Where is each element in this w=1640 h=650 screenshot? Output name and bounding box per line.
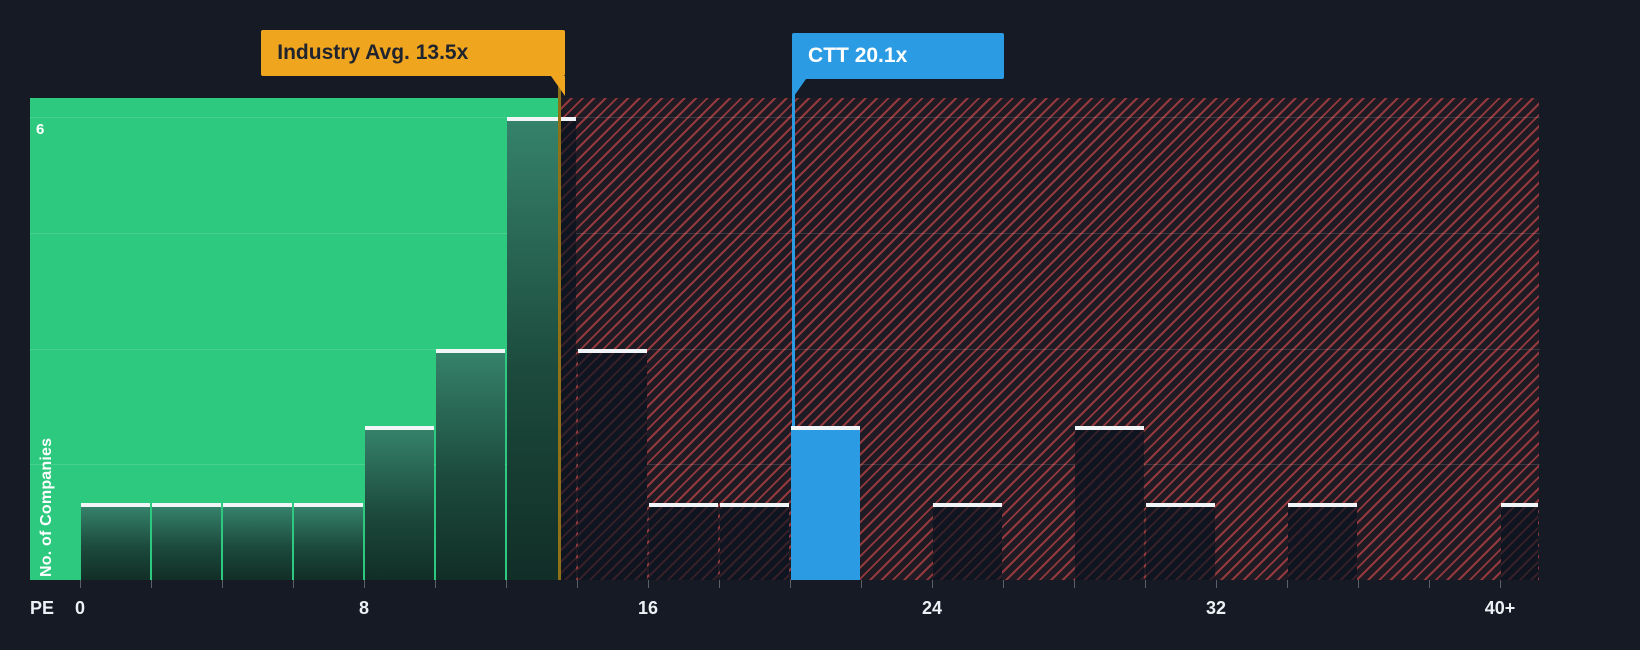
gridline [30,348,1540,350]
histogram-bar [294,502,363,580]
x-axis-tick [1358,580,1359,588]
company-callout-pointer-icon [792,79,807,99]
industry-average-line [557,77,561,580]
histogram-bar [1075,425,1144,580]
x-tick-label: 32 [1205,598,1227,618]
histogram-bar [720,502,789,580]
x-axis-tick [719,580,720,588]
company-callout: CTT 20.1x [792,33,1005,99]
histogram-bar [365,425,434,580]
histogram-bar [507,117,560,580]
y-axis-title: No. of Companies [38,437,55,577]
histogram-bar [559,117,576,580]
x-axis-tick [790,580,791,588]
x-tick-label: 0 [74,598,86,618]
x-tick-label: 24 [921,598,943,618]
industry-callout-pointer-icon [551,76,566,96]
x-axis-tick [1216,580,1217,588]
x-axis-tick [364,580,365,588]
x-axis-title: PE [30,598,55,618]
x-axis-tick [1429,580,1430,588]
gridline [30,464,1540,466]
x-axis-tick [577,580,578,588]
x-tick-label: 16 [637,598,659,618]
above-average-region [559,98,1540,580]
x-axis-tick [861,580,862,588]
company-marker-line [792,77,796,426]
histogram-bar [649,502,718,580]
x-axis-tick [1500,580,1501,588]
histogram-bar [436,348,505,580]
x-axis-tick [932,580,933,588]
x-axis-tick [1074,580,1075,588]
histogram-bar [1146,502,1215,580]
x-axis-tick [435,580,436,588]
industry-average-callout: Industry Avg. 13.5x [261,30,566,96]
industry-average-label: Industry Avg. 13.5x [277,41,469,64]
x-axis-tick [80,580,81,588]
x-axis-tick [1287,580,1288,588]
histogram-bar [81,502,150,580]
histogram-bar [1501,502,1539,580]
histogram-bar [1288,502,1357,580]
histogram-bar [933,502,1002,580]
x-axis-tick [506,580,507,588]
x-axis-tick [1145,580,1146,588]
company-label: CTT 20.1x [808,44,908,67]
x-tick-label: 40+ [1484,598,1516,618]
histogram-bar [152,502,221,580]
x-axis-tick [222,580,223,588]
histogram-bar [223,502,292,580]
company-bar [791,425,860,580]
plot-area [30,98,1540,580]
x-axis-tick [293,580,294,588]
gridline [30,117,1540,118]
x-axis-tick [1003,580,1004,588]
x-axis-tick [151,580,152,588]
x-axis-tick [648,580,649,588]
gridline [30,232,1540,234]
x-tick-label: 8 [358,598,370,618]
histogram-bar [578,348,647,580]
y-tick-label: 6 [36,121,45,138]
